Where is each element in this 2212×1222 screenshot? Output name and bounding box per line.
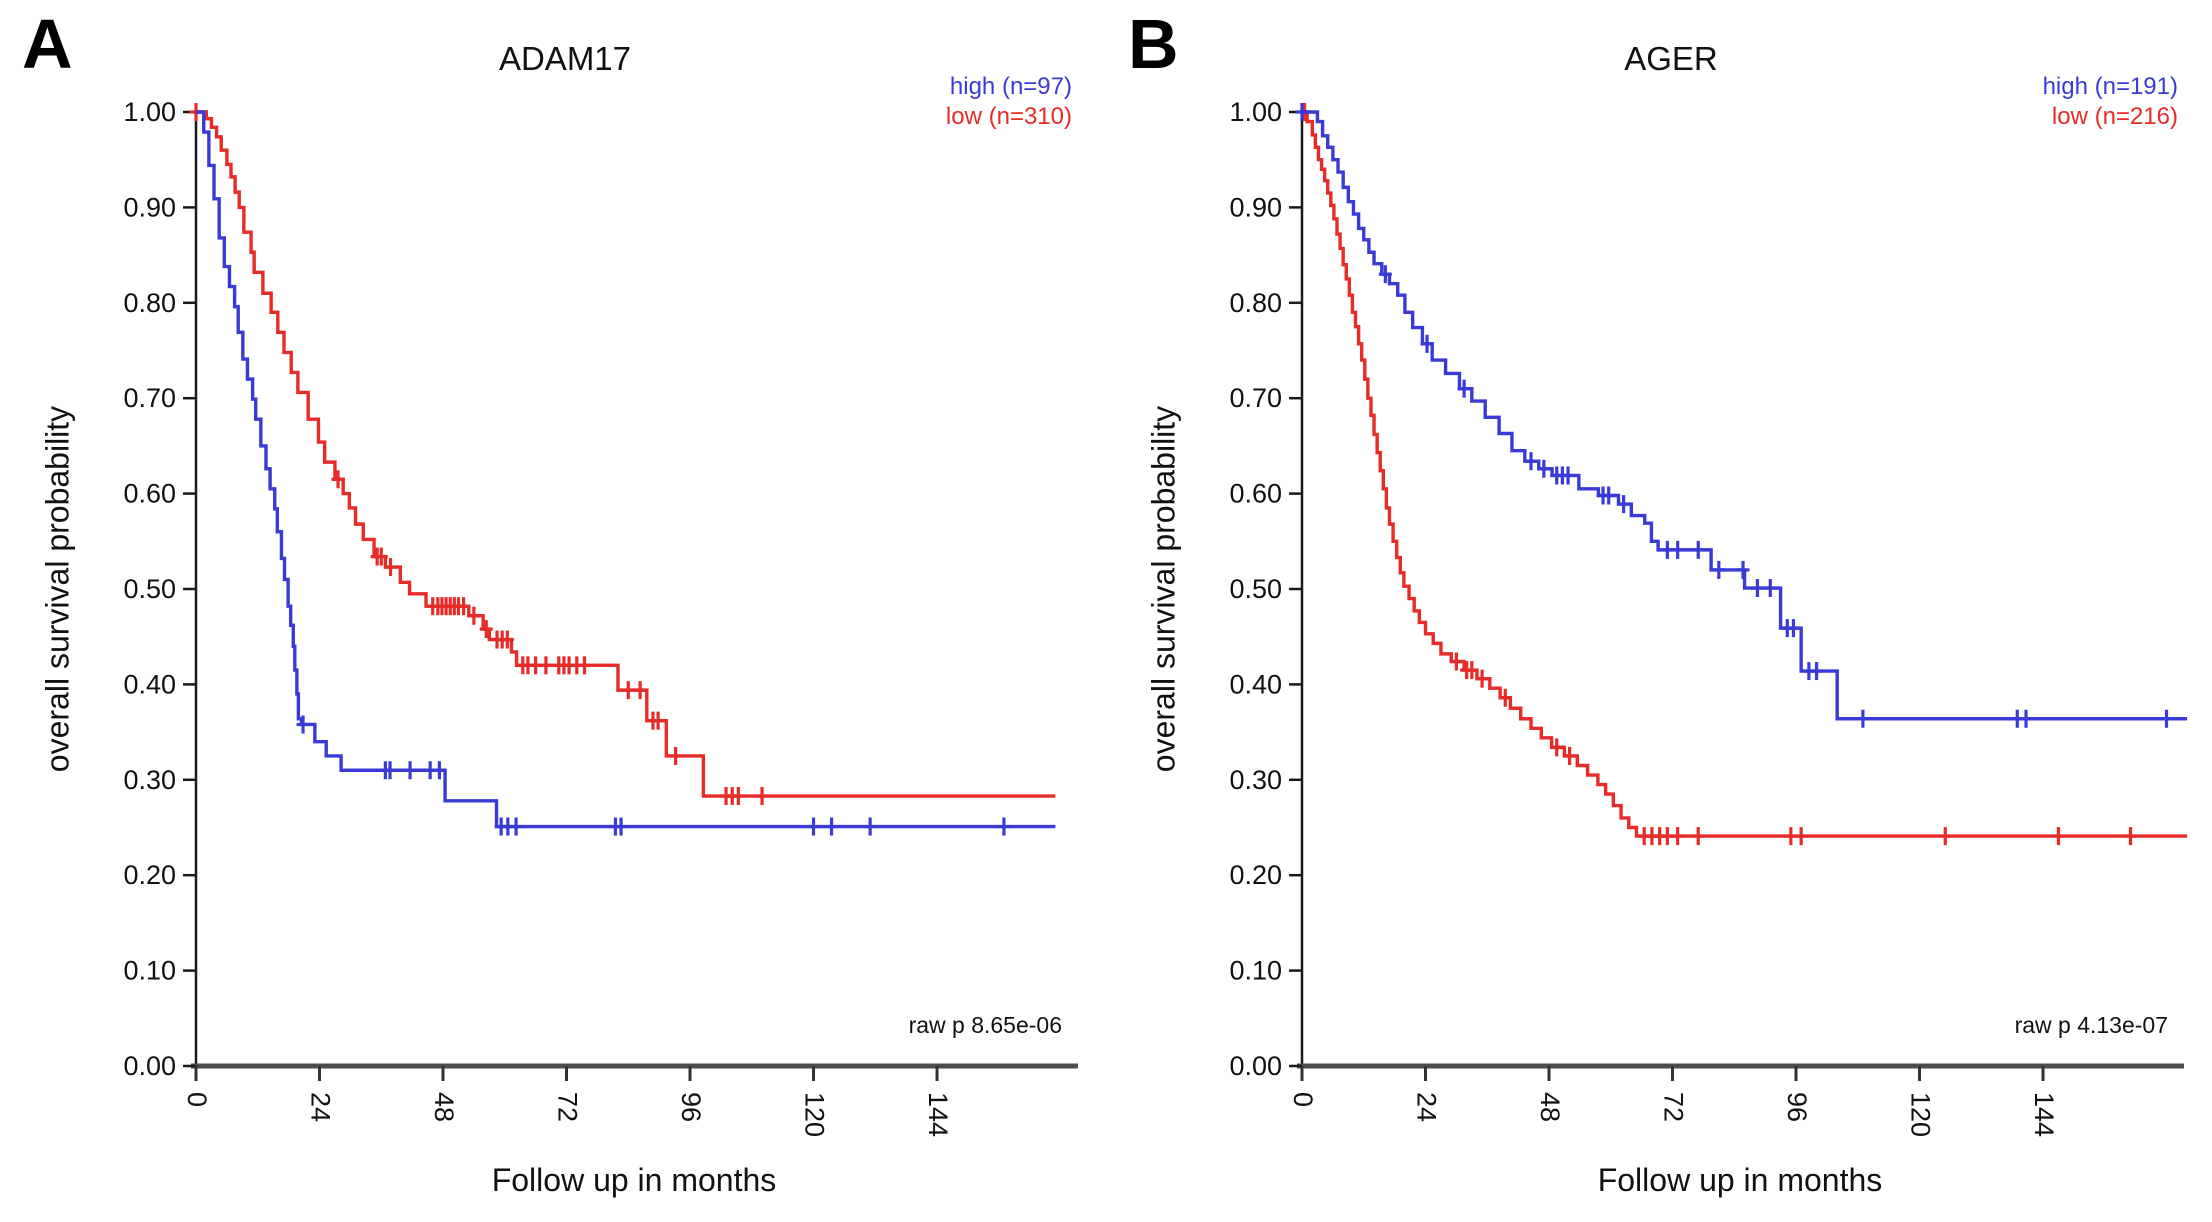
legend-entry-low: low (n=310) [945,103,1072,130]
y-axis-label: overall survival probability [1145,405,1182,773]
x-tick-label: 144 [923,1092,953,1137]
panel-letter: B [1128,5,1180,83]
y-tick-label: 0.90 [123,192,176,222]
x-tick-label: 72 [1659,1092,1689,1122]
y-tick-label: 0.50 [123,574,176,604]
y-tick-label: 0.80 [1229,288,1282,318]
x-tick-label: 72 [553,1092,583,1122]
y-tick-label: 0.60 [123,479,176,509]
y-tick-label: 0.40 [123,669,176,699]
x-tick-label: 96 [676,1092,706,1122]
x-tick-label: 48 [429,1092,459,1122]
x-tick-label: 96 [1782,1092,1812,1122]
y-axis-label: overall survival probability [39,405,76,773]
y-tick-label: 0.50 [1229,574,1282,604]
x-axis-label: Follow up in months [1597,1162,1883,1198]
y-tick-label: 0.80 [123,288,176,318]
y-tick-label: 0.10 [123,956,176,986]
y-tick-label: 0.30 [1229,765,1282,795]
x-tick-label: 0 [182,1092,212,1107]
x-tick-label: 24 [306,1092,336,1122]
legend: high (n=191) low (n=216) [2043,72,2178,132]
km-curve-low [1302,110,2188,838]
y-tick-label: 0.40 [1229,669,1282,699]
x-tick-label: 48 [1535,1092,1565,1122]
survival-plot-ager: 1.00 0.90 0.80 0.70 0.60 0.50 0.40 0.30 0.20 0.10… [1229,97,2188,1137]
x-tick-label: 120 [800,1092,830,1137]
plot-title: ADAM17 [498,40,632,77]
x-tick-label: 144 [2029,1092,2059,1137]
y-tick-label: 0.30 [123,765,176,795]
legend-entry-low: low (n=216) [2051,103,2178,130]
km-curve-high [1302,110,2188,721]
y-tick-label: 0.60 [1229,479,1282,509]
y-tick-label: 0.20 [123,860,176,890]
y-tick-label: 0.10 [1229,956,1282,986]
pvalue-annotation: raw p 4.13e-07 [2014,1012,2168,1038]
survival-plot-adam17: 1.00 0.90 0.80 0.70 0.60 0.50 0.40 0.30 0.20 0.10… [123,97,1078,1137]
pvalue-annotation: raw p 8.65e-06 [908,1012,1062,1038]
y-tick-label: 0.00 [123,1051,176,1081]
legend: high (n=97) low (n=310) [946,72,1072,132]
legend-entry-high: high (n=191) [2042,73,2178,100]
x-tick-label: 0 [1288,1092,1318,1107]
plot-title: AGER [1624,40,1718,77]
panel-ager: 1.00 0.90 0.80 0.70 0.60 0.50 0.40 0.30 0.20 0.10… [1106,0,2212,1222]
y-tick-label: 0.70 [123,383,176,413]
y-tick-label: 0.20 [1229,860,1282,890]
km-curve-low [196,110,1056,798]
km-curve-high [196,110,1056,829]
legend-entry-high: high (n=97) [949,73,1072,100]
y-tick-label: 0.00 [1229,1051,1282,1081]
y-tick-label: 0.90 [1229,192,1282,222]
y-tick-label: 0.70 [1229,383,1282,413]
x-tick-label: 24 [1412,1092,1442,1122]
y-tick-label: 1.00 [1229,97,1282,127]
y-tick-label: 1.00 [123,97,176,127]
panel-letter: A [22,5,74,83]
panel-adam17: 1.00 0.90 0.80 0.70 0.60 0.50 0.40 0.30 0.20 0.10… [22,5,1078,1198]
x-axis-label: Follow up in months [491,1162,777,1198]
x-tick-label: 120 [1906,1092,1936,1137]
